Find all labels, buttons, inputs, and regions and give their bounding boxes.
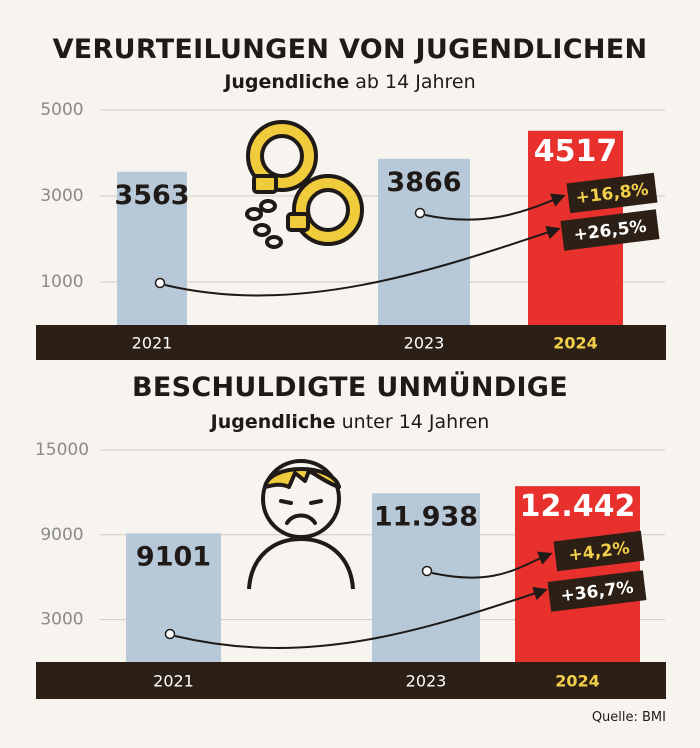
mouth — [285, 513, 317, 525]
change-arrow — [431, 551, 553, 579]
y-tick-label: 9000 — [40, 525, 83, 545]
subtitle-bold: Jugendliche — [209, 411, 336, 433]
data-label: 9101 — [136, 541, 211, 572]
chain-link — [259, 199, 277, 213]
arrow-start-dot — [154, 277, 166, 289]
shoulders — [247, 536, 355, 590]
arrow-start-dot — [164, 628, 176, 640]
x-tick-label: 2021 — [132, 334, 173, 353]
badge-bg — [553, 530, 645, 572]
arrow-start-dot — [421, 565, 433, 577]
data-label: 3563 — [114, 180, 189, 211]
subtitle-rest: ab 14 Jahren — [349, 71, 475, 93]
eye — [279, 499, 293, 505]
cuff-hole — [260, 134, 304, 178]
change-badge: +16,8% — [566, 172, 658, 214]
y-tick-label: 3000 — [40, 186, 83, 206]
sad-child-icon — [247, 459, 355, 590]
change-arrow — [424, 193, 566, 221]
cuff-lock — [286, 212, 310, 232]
x-tick-label: 2023 — [404, 334, 445, 353]
arrow-start-dot — [414, 207, 426, 219]
eye — [309, 499, 323, 505]
chart-subtitle: Jugendliche unter 14 Jahren — [209, 411, 490, 433]
data-label: 11.938 — [374, 501, 478, 532]
change-badge: +26,5% — [560, 209, 660, 251]
chart-subtitle: Jugendliche ab 14 Jahren — [222, 71, 475, 93]
change-arrow — [164, 225, 561, 297]
x-tick-label: 2024 — [555, 672, 600, 691]
chart-title: VERURTEILUNGEN VON JUGENDLICHEN — [53, 34, 648, 65]
subtitle-bold: Jugendliche — [222, 71, 349, 93]
bar-2023 — [378, 158, 470, 325]
cuff-lock — [252, 174, 278, 194]
y-tick-label: 15000 — [35, 440, 89, 460]
x-axis-band — [36, 325, 666, 360]
change-badge: +36,7% — [547, 570, 647, 612]
chart-panel-2: BESCHULDIGTE UNMÜNDIGE Jugendliche unter … — [35, 370, 666, 699]
data-label: 3866 — [386, 167, 461, 198]
data-label: 4517 — [534, 134, 618, 169]
change-arrow — [174, 586, 548, 649]
source-note: Quelle: BMI — [592, 710, 666, 725]
handcuffs-icon — [245, 120, 364, 249]
bar-2021 — [117, 171, 187, 325]
x-tick-label: 2024 — [553, 334, 598, 353]
x-tick-label: 2021 — [153, 672, 194, 691]
badge-bg — [566, 172, 658, 214]
hair — [263, 467, 341, 489]
change-badge: +4,2% — [553, 530, 645, 572]
x-axis-band — [36, 662, 666, 699]
chart-panel-1: VERURTEILUNGEN VON JUGENDLICHEN Jugendlic… — [36, 34, 666, 360]
y-tick-label: 3000 — [40, 610, 83, 630]
data-label: 12.442 — [520, 489, 636, 524]
chart-title: BESCHULDIGTE UNMÜNDIGE — [132, 370, 568, 403]
badge-bg — [560, 209, 660, 251]
subtitle-rest: unter 14 Jahren — [336, 411, 490, 433]
badge-bg — [547, 570, 647, 612]
chain-link — [245, 207, 263, 221]
chain-link — [265, 235, 283, 249]
cuff-hole — [306, 188, 350, 232]
x-tick-label: 2023 — [406, 672, 447, 691]
bar-2021 — [126, 533, 221, 662]
y-tick-label: 1000 — [40, 272, 83, 292]
chain-link — [253, 223, 271, 237]
y-tick-label: 5000 — [40, 100, 83, 120]
